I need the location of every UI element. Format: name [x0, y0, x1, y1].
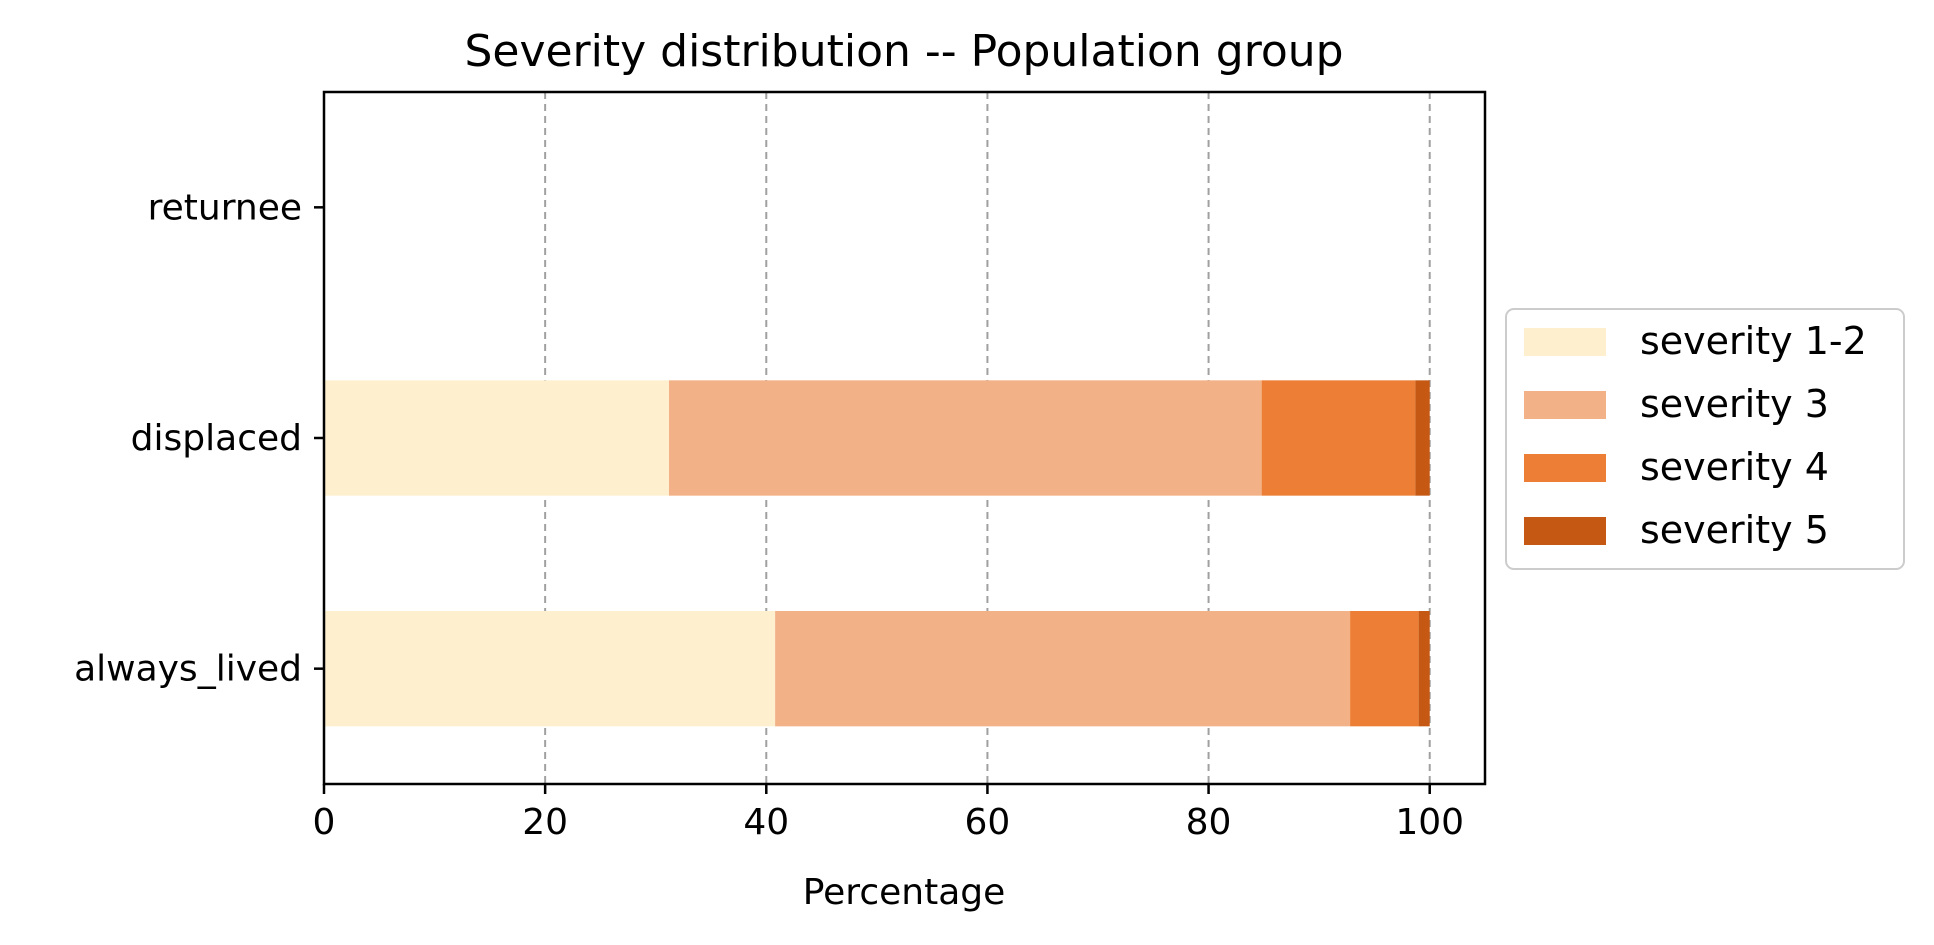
- bars-layer: [324, 380, 1430, 727]
- x-axis: 0 20 40 60 80 100: [313, 784, 1464, 843]
- legend-swatch: [1524, 391, 1606, 419]
- x-tick-label: 100: [1395, 802, 1464, 843]
- chart-title: Severity distribution -- Population grou…: [464, 26, 1343, 77]
- legend-label: severity 4: [1640, 445, 1829, 489]
- legend-swatch: [1524, 328, 1606, 356]
- y-axis: always_lived displaced returnee: [74, 187, 324, 690]
- x-axis-title: Percentage: [803, 872, 1006, 913]
- bar-displaced-severity-3: [668, 380, 1262, 496]
- legend-label: severity 1-2: [1640, 319, 1867, 363]
- legend-swatch: [1524, 517, 1606, 545]
- x-tick-label: 40: [743, 802, 789, 843]
- legend-frame: [1505, 308, 1905, 570]
- bar-displaced-severity-5: [1415, 380, 1430, 496]
- legend-label: severity 5: [1640, 508, 1829, 552]
- y-tick-label: displaced: [131, 418, 302, 459]
- x-tick-label: 60: [965, 802, 1011, 843]
- x-tick-label: 80: [1186, 802, 1232, 843]
- y-tick-label: always_lived: [74, 649, 302, 690]
- bar-always_lived-severity-5: [1418, 611, 1430, 727]
- y-tick-label: returnee: [148, 187, 302, 228]
- bar-displaced-severity-1-2: [324, 380, 669, 496]
- x-tick-label: 0: [313, 802, 336, 843]
- x-tick-label: 20: [522, 802, 568, 843]
- legend-label: severity 3: [1640, 382, 1829, 426]
- bar-displaced-severity-4: [1261, 380, 1416, 496]
- bar-always_lived-severity-3: [775, 611, 1351, 727]
- bar-always_lived-severity-4: [1350, 611, 1419, 727]
- legend: severity 1-2 severity 3 severity 4 severity…: [1505, 308, 1905, 570]
- bar-always_lived-severity-1-2: [324, 611, 776, 727]
- legend-swatch: [1524, 454, 1606, 482]
